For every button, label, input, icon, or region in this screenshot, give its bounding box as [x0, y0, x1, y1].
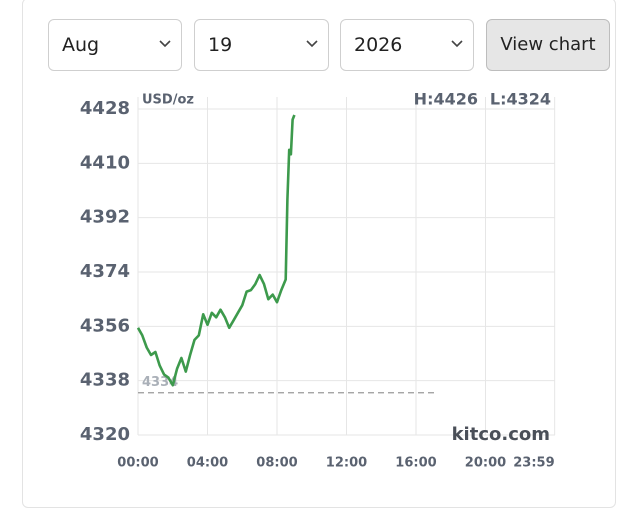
y-tick-label: 4410 — [80, 152, 130, 173]
chevron — [451, 40, 463, 48]
day-value: 19 — [208, 34, 233, 56]
low-label: L:4324 — [490, 90, 551, 109]
y-tick-label: 4320 — [80, 424, 130, 445]
x-tick-label: 23:59 — [513, 456, 554, 471]
watermark: kitco.com — [452, 424, 550, 445]
x-tick-label: 16:00 — [395, 456, 436, 471]
x-tick-label: 08:00 — [256, 456, 297, 471]
y-tick-label: 4356 — [80, 315, 130, 336]
x-tick-label: 00:00 — [117, 456, 158, 471]
high-label: H:4426 — [414, 90, 478, 109]
y-tick-label: 4338 — [80, 370, 130, 391]
x-tick-label: 04:00 — [187, 456, 228, 471]
x-tick-label: 12:00 — [326, 456, 367, 471]
unit-label: USD/oz — [142, 93, 194, 108]
x-tick-label: 20:00 — [465, 456, 506, 471]
view-chart-button[interactable]: View chart — [486, 19, 610, 71]
y-tick-label: 4392 — [80, 207, 130, 228]
year-value: 2026 — [354, 34, 403, 56]
y-tick-label: 4428 — [80, 98, 130, 119]
chevron — [306, 40, 318, 48]
chevron — [159, 40, 171, 48]
y-tick-label: 4374 — [80, 261, 130, 282]
day-select[interactable]: 19 — [194, 19, 329, 71]
month-select[interactable]: Aug — [48, 19, 182, 71]
year-select[interactable]: 2026 — [340, 19, 474, 71]
price-line — [136, 114, 296, 387]
month-value: Aug — [62, 34, 100, 56]
